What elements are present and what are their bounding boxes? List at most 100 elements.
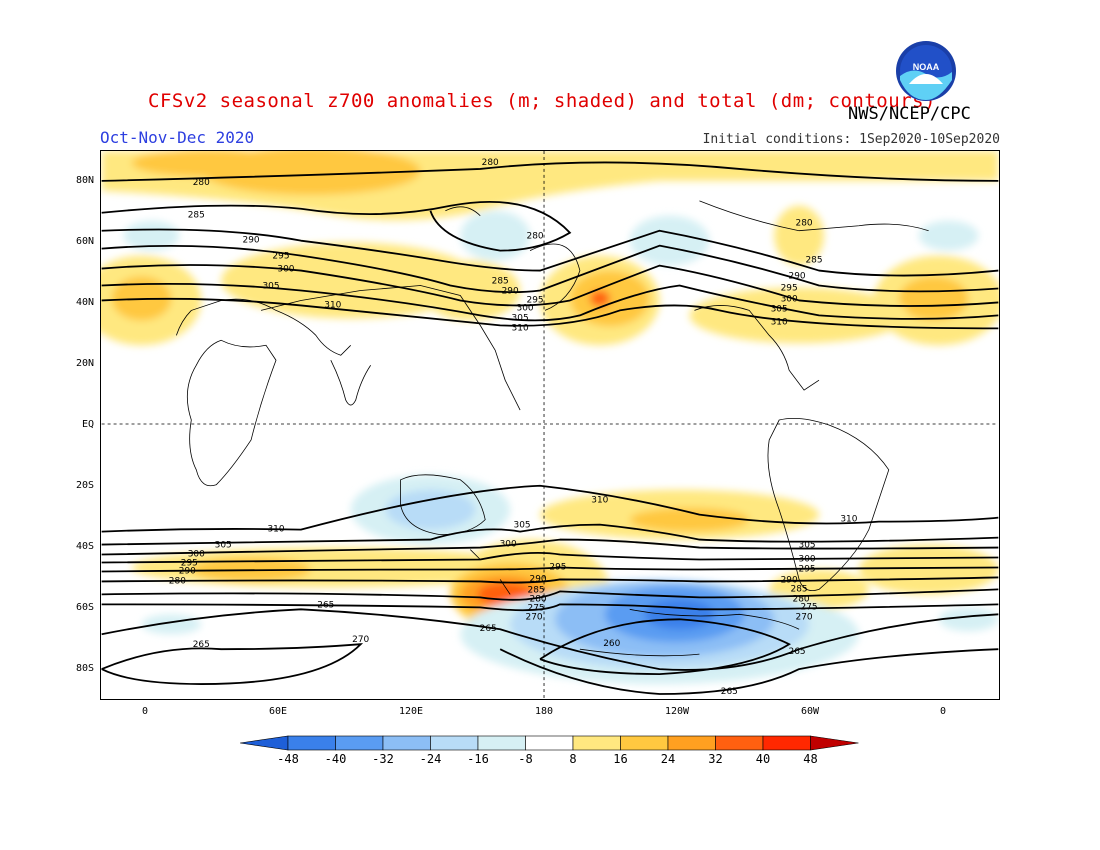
contour-label: 285 — [528, 585, 545, 595]
contour-label: 310 — [591, 496, 608, 506]
contour-label: 280 — [796, 219, 813, 229]
contour-label: 285 — [188, 211, 205, 221]
reference-lines — [101, 151, 999, 699]
contour-label: 265 — [480, 624, 497, 634]
contour-label: 280 — [793, 594, 810, 604]
colorbar-cell — [715, 735, 764, 751]
lat-label-60n: 60N — [75, 236, 94, 247]
contour-label: 305 — [262, 281, 279, 291]
colorbar-cell — [477, 735, 526, 751]
colorbar-cell — [335, 735, 384, 751]
contour-label: 270 — [352, 635, 369, 645]
contour-label: 295 — [527, 295, 544, 305]
lon-label-180: 180 — [534, 706, 554, 717]
lon-label-0-east: 0 — [939, 706, 947, 717]
lat-label-40n: 40N — [75, 297, 94, 308]
colorbar-cell — [287, 735, 336, 751]
colorbar-tick-label: -32 — [372, 752, 394, 766]
contour-label: 290 — [789, 272, 806, 282]
lon-label-0: 0 — [141, 706, 149, 717]
lat-label-40s: 40S — [75, 541, 94, 552]
contour-label: 300 — [799, 555, 816, 565]
contour-label: 280 — [482, 158, 499, 168]
colorbar-tick-label: 24 — [660, 752, 676, 766]
contour-label: 285 — [805, 256, 822, 266]
noaa-logo: NOAA — [896, 41, 956, 101]
z700-anomaly-map: 280 280 285 290 295 300 305 310 280 285 … — [100, 150, 1000, 700]
lat-label-80n: 80N — [75, 175, 94, 186]
colorbar-cell — [810, 735, 859, 751]
colorbar-tick-label: 40 — [755, 752, 771, 766]
colorbar-tick-label: -16 — [467, 752, 489, 766]
lat-label-20s: 20S — [75, 480, 94, 491]
colorbar-tick-label: 8 — [569, 752, 577, 766]
contour-label: 260 — [603, 639, 620, 649]
colorbar-cell — [240, 735, 289, 751]
coastlines — [175, 200, 929, 657]
contour-label-group: 280 280 285 290 295 300 305 310 280 285 … — [169, 158, 858, 697]
contour-label: 295 — [272, 252, 289, 262]
contour-label: 305 — [512, 313, 529, 323]
colorbar-cell — [382, 735, 431, 751]
contour-label: 290 — [179, 566, 196, 576]
colorbar-tick-label: -8 — [518, 752, 533, 766]
svg-text:NOAA: NOAA — [913, 62, 940, 72]
contour-label: 290 — [502, 286, 519, 296]
contour-label: 305 — [799, 541, 816, 551]
chart-title: CFSv2 seasonal z700 anomalies (m; shaded… — [148, 90, 936, 112]
agency-label: NWS/NCEP/CPC — [848, 104, 971, 124]
contour-label: 270 — [526, 612, 543, 622]
lat-label-80s: 80S — [75, 663, 94, 674]
contour-label: 300 — [517, 303, 534, 313]
contour-label: 285 — [492, 277, 509, 287]
contour-label: 295 — [549, 562, 566, 572]
colorbar-cell — [667, 735, 716, 751]
contour-label: 310 — [840, 515, 857, 525]
contour-label: 280 — [169, 576, 186, 586]
contour-label: 290 — [243, 236, 260, 246]
contour-label: 310 — [324, 300, 341, 310]
period-label: Oct-Nov-Dec 2020 — [100, 128, 255, 147]
lat-label-20n: 20N — [75, 358, 94, 369]
lon-label-60w: 60W — [800, 706, 820, 717]
contour-label: 265 — [721, 687, 738, 697]
contour-label: 295 — [799, 564, 816, 574]
colorbar-tick-label: -48 — [277, 752, 299, 766]
contour-label: 265 — [193, 640, 210, 650]
lon-label-120e: 120E — [398, 706, 424, 717]
contour-label: 310 — [512, 323, 529, 333]
contour-label: 300 — [277, 265, 294, 275]
contour-label: 265 — [317, 600, 334, 610]
lat-label-eq: EQ — [81, 419, 94, 430]
contour-label: 305 — [215, 541, 232, 551]
height-contours — [101, 161, 999, 695]
contour-label: 280 — [193, 178, 210, 188]
colorbar-cell — [430, 735, 479, 751]
contour-label: 300 — [500, 540, 517, 550]
contour-label: 305 — [771, 304, 788, 314]
colorbar-cell — [762, 735, 811, 751]
lat-label-60s: 60S — [75, 602, 94, 613]
contour-label: 275 — [528, 603, 545, 613]
colorbar-cell — [572, 735, 621, 751]
colorbar-tick-label: -40 — [324, 752, 347, 766]
contour-label: 280 — [527, 232, 544, 242]
lon-label-60e: 60E — [268, 706, 288, 717]
contour-label: 290 — [529, 574, 546, 584]
contour-label: 300 — [188, 550, 205, 560]
contour-label: 275 — [801, 602, 818, 612]
contour-label: 280 — [529, 594, 546, 604]
colorbar-tick-label: 32 — [708, 752, 723, 766]
colorbar-tick-label: -24 — [419, 752, 442, 766]
contour-label: 300 — [781, 294, 798, 304]
colorbar — [240, 735, 859, 751]
colorbar-cell — [525, 735, 574, 751]
contour-label: 285 — [791, 584, 808, 594]
contour-label: 270 — [796, 612, 813, 622]
contour-label: 310 — [771, 317, 788, 327]
contour-label: 295 — [181, 558, 198, 568]
contour-label: 265 — [789, 647, 806, 657]
colorbar-tick-label: 16 — [613, 752, 628, 766]
lon-label-120w: 120W — [664, 706, 690, 717]
colorbar-tick-label: 48 — [803, 752, 818, 766]
